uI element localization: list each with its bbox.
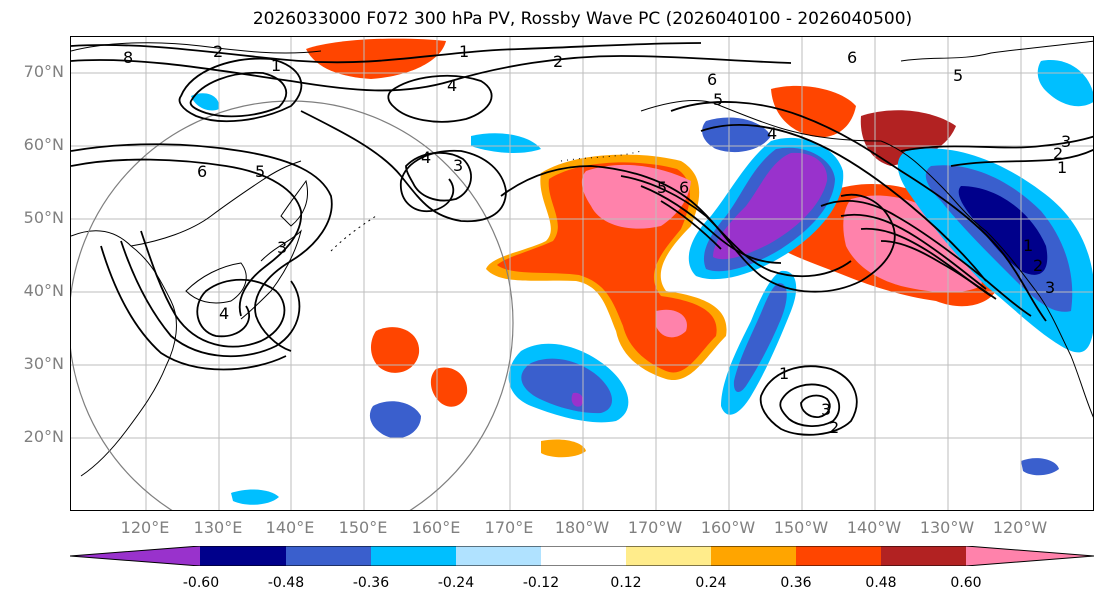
colorbar-segment bbox=[711, 546, 796, 566]
colorbar-tick: -0.36 bbox=[352, 575, 390, 591]
positive-anomaly-region bbox=[771, 85, 856, 138]
contour-label: 3 bbox=[277, 238, 287, 257]
contour-labels: 1 2 6 5 4 8 6 5 4 3 6 5 4 1 2 3 6 5 4 3 … bbox=[123, 42, 1071, 437]
negative-anomaly-region bbox=[1037, 60, 1093, 107]
positive-anomaly-region bbox=[370, 327, 420, 373]
lon-label-140w: 140°W bbox=[846, 518, 902, 537]
colorbar-tick: 0.48 bbox=[865, 575, 897, 591]
pv-anomaly-fill bbox=[191, 38, 1093, 505]
lat-label-70n: 70°N bbox=[23, 62, 64, 81]
colorbar-tick: -0.60 bbox=[182, 575, 220, 591]
positive-anomaly-region bbox=[656, 309, 687, 338]
contour-label: 2 bbox=[213, 42, 223, 61]
contour-label: 1 bbox=[1057, 158, 1067, 177]
colorbar-segment bbox=[966, 546, 1094, 566]
positive-anomaly-region bbox=[860, 110, 956, 166]
colorbar-tick: -0.12 bbox=[522, 575, 560, 591]
contour-label: 4 bbox=[447, 76, 457, 95]
contour-label: 6 bbox=[707, 70, 717, 89]
contour-label: 4 bbox=[219, 304, 229, 323]
pv-contours bbox=[71, 42, 1093, 436]
lon-label-160e: 160°E bbox=[411, 518, 461, 537]
colorbar bbox=[70, 546, 1094, 566]
colorbar-segment bbox=[286, 546, 371, 566]
lat-label-60n: 60°N bbox=[23, 135, 64, 154]
lat-label-20n: 20°N bbox=[23, 427, 64, 446]
lon-label-140e: 140°E bbox=[265, 518, 315, 537]
negative-anomaly-region bbox=[958, 186, 1048, 275]
lon-label-150w: 150°W bbox=[773, 518, 829, 537]
contour-label: 1 bbox=[779, 364, 789, 383]
colorbar-segment bbox=[541, 546, 626, 566]
contour-label: 6 bbox=[679, 178, 689, 197]
lat-label-40n: 40°N bbox=[23, 281, 64, 300]
lon-label-130w: 130°W bbox=[919, 518, 975, 537]
positive-anomaly-region bbox=[541, 439, 586, 458]
colorbar-tick: 0.12 bbox=[610, 575, 642, 591]
contour-label: 6 bbox=[197, 162, 207, 181]
negative-anomaly-region bbox=[191, 93, 220, 111]
contour-label: 5 bbox=[713, 90, 723, 109]
contour-label: 2 bbox=[1033, 256, 1043, 275]
lon-label-160w: 160°W bbox=[700, 518, 756, 537]
contour-label: 6 bbox=[847, 48, 857, 67]
contour-label: 1 bbox=[1023, 236, 1033, 255]
lat-label-50n: 50°N bbox=[23, 208, 64, 227]
colorbar-segment bbox=[371, 546, 456, 566]
contour-label: 2 bbox=[1053, 144, 1063, 163]
negative-anomaly-region bbox=[471, 133, 541, 153]
lon-label-120w: 120°W bbox=[992, 518, 1048, 537]
negative-anomaly-region bbox=[369, 401, 421, 439]
negative-anomaly-region bbox=[713, 152, 828, 260]
coastlines bbox=[71, 40, 1093, 477]
negative-anomaly-region bbox=[231, 489, 279, 505]
colorbar-segment bbox=[70, 546, 200, 566]
contour-label: 5 bbox=[657, 178, 667, 197]
contour-label: 5 bbox=[255, 162, 265, 181]
negative-anomaly-region bbox=[521, 358, 613, 414]
contour-label: 1 bbox=[271, 56, 281, 75]
positive-anomaly-region bbox=[306, 38, 446, 79]
contour-label: 3 bbox=[1061, 132, 1071, 151]
negative-anomaly-region bbox=[702, 117, 771, 153]
contour-label: 3 bbox=[1045, 278, 1055, 297]
lon-label-150e: 150°E bbox=[338, 518, 388, 537]
lon-label-180w: 180°W bbox=[554, 518, 610, 537]
map-panel: 1 2 6 5 4 8 6 5 4 3 6 5 4 1 2 3 6 5 4 3 … bbox=[70, 36, 1094, 511]
colorbar-segment bbox=[881, 546, 966, 566]
colorbar-segment bbox=[456, 546, 541, 566]
colorbar-segment bbox=[796, 546, 881, 566]
colorbar-segment bbox=[200, 546, 286, 566]
contour-label: 4 bbox=[767, 124, 777, 143]
contour-label: 2 bbox=[829, 418, 839, 437]
contour-label: 3 bbox=[453, 156, 463, 175]
contour-label: 2 bbox=[553, 52, 563, 71]
rossby-wave-domain-circle bbox=[71, 100, 514, 510]
lat-label-30n: 30°N bbox=[23, 354, 64, 373]
contour-label: 5 bbox=[953, 66, 963, 85]
figure-title: 2026033000 F072 300 hPa PV, Rossby Wave … bbox=[252, 9, 913, 29]
contour-label: 3 bbox=[821, 400, 831, 419]
lon-label-120e: 120°E bbox=[120, 518, 170, 537]
contour-label: 4 bbox=[421, 148, 431, 167]
map-canvas: 1 2 6 5 4 8 6 5 4 3 6 5 4 1 2 3 6 5 4 3 … bbox=[71, 37, 1093, 510]
colorbar-tick: -0.24 bbox=[437, 575, 475, 591]
colorbar-tick: 0.36 bbox=[780, 575, 812, 591]
negative-anomaly-region bbox=[571, 392, 584, 407]
negative-anomaly-region bbox=[1021, 458, 1059, 476]
colorbar-segment bbox=[626, 546, 711, 566]
lon-label-130e: 130°E bbox=[193, 518, 243, 537]
contour-label: 8 bbox=[123, 48, 133, 67]
colorbar-tick: -0.48 bbox=[267, 575, 305, 591]
colorbar-tick: 0.24 bbox=[695, 575, 727, 591]
positive-anomaly-region bbox=[430, 367, 468, 407]
lon-label-170e: 170°E bbox=[484, 518, 534, 537]
colorbar-tick: 0.60 bbox=[950, 575, 982, 591]
positive-anomaly-region bbox=[581, 164, 691, 229]
contour-label: 1 bbox=[459, 42, 469, 61]
graticule bbox=[71, 37, 1093, 510]
lon-label-170w: 170°W bbox=[627, 518, 683, 537]
